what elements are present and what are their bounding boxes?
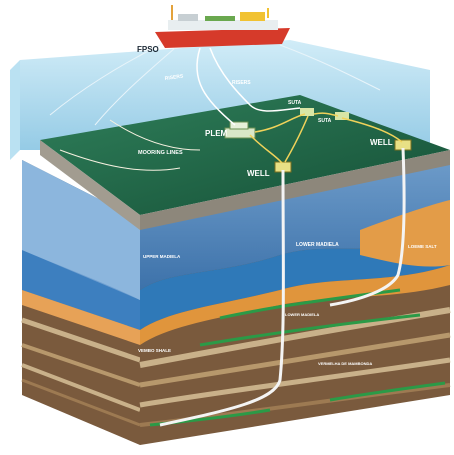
front-right-face <box>139 160 451 445</box>
deep-layer-label: VERMELHA DE MAMBONDA <box>318 361 372 366</box>
risers-label-right: RISERS <box>232 80 251 86</box>
well-label-right: WELL <box>370 138 393 147</box>
suta-label-bottom: SUTA <box>318 118 332 124</box>
fpso-label: FPSO <box>137 45 159 54</box>
fpso-vessel <box>155 5 290 48</box>
upper-madiela-label: UPPER MADIELA <box>143 254 181 259</box>
suta-label-top: SUTA <box>288 100 302 106</box>
loeme-salt-label: LOEME SALT <box>408 244 437 249</box>
lower-layer-label: LOWER MADIELA <box>285 312 319 317</box>
lower-madiela-label: LOWER MADIELA <box>296 242 339 248</box>
plem-label: PLEM <box>205 129 228 138</box>
vembo-shale-label: VEMBO SHALE <box>138 348 171 353</box>
seabed-plateau <box>40 95 450 230</box>
risers <box>49 44 381 126</box>
well-label-left: WELL <box>247 169 270 178</box>
risers-label-left: RISERS <box>164 73 184 82</box>
mooring-lines-label: MOORING LINES <box>138 150 183 156</box>
well-bores <box>159 147 406 427</box>
left-upper-sediment <box>22 160 140 300</box>
